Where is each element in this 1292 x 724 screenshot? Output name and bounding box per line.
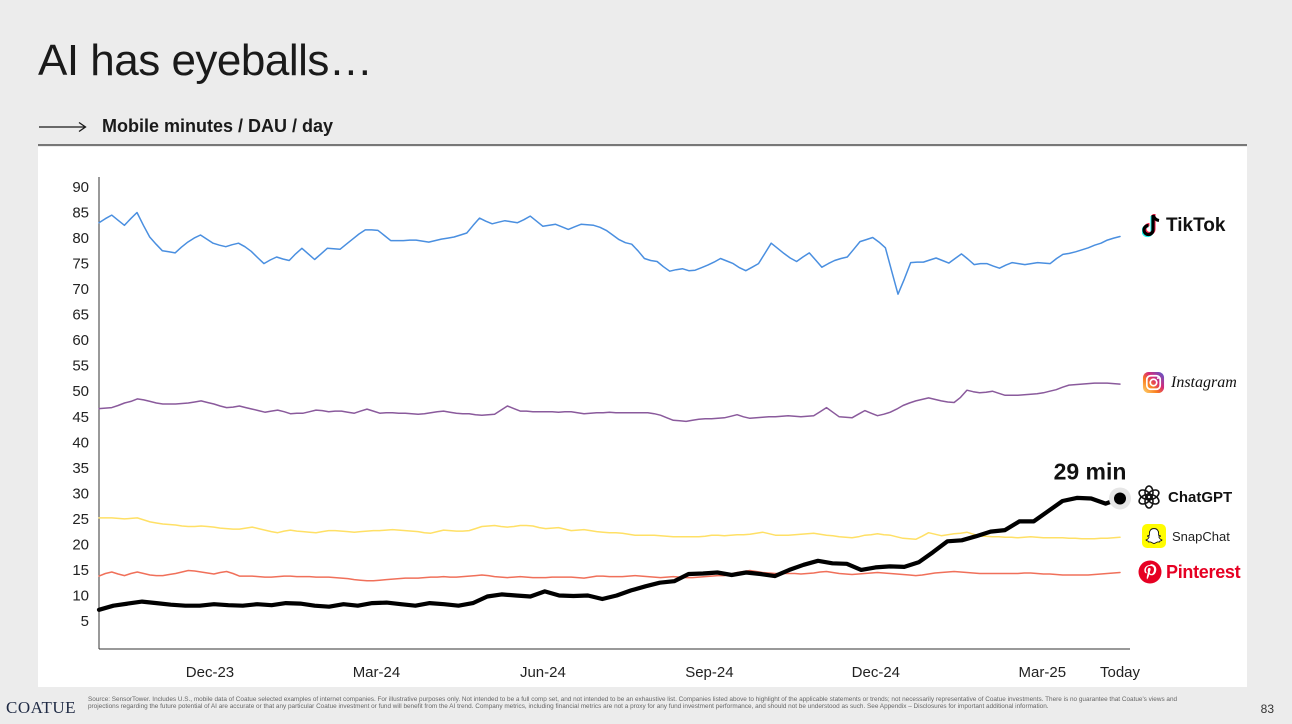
- series-line-snapchat: [98, 517, 1121, 541]
- y-tick-label: 40: [72, 434, 89, 451]
- coatue-logo: COATUE: [6, 698, 77, 717]
- chart-subtitle: Mobile minutes / DAU / day: [102, 116, 334, 136]
- x-tick-label: Mar-24: [353, 664, 401, 681]
- page-number: 83: [1260, 702, 1274, 716]
- legend-snapchat-label: SnapChat: [1172, 528, 1230, 544]
- legend-snapchat: SnapChat: [1142, 524, 1230, 548]
- title-divider: [38, 144, 1247, 146]
- instagram-logo-icon: [1142, 371, 1165, 394]
- slide-title: AI has eyeballs…: [38, 36, 373, 85]
- x-tick-label: Jun-24: [520, 664, 566, 681]
- legend-tiktok: TikTok: [1142, 213, 1225, 239]
- legend-tiktok-label: TikTok: [1166, 215, 1226, 236]
- y-tick-label: 30: [72, 485, 89, 502]
- source-footnote: Source: SensorTower. Includes U.S., mobi…: [88, 696, 1178, 711]
- x-tick-label: Dec-24: [852, 664, 900, 681]
- x-tick-label: Sep-24: [685, 664, 733, 681]
- y-tick-label: 65: [72, 307, 89, 324]
- pinterest-logo-icon: [1138, 560, 1162, 584]
- legend-pinterest-label: Pinterest: [1166, 561, 1241, 582]
- y-tick-label: 70: [72, 281, 89, 298]
- x-tick-label: Today: [1100, 664, 1141, 681]
- chatgpt-end-marker: [1114, 492, 1126, 505]
- snapchat-logo-icon: [1142, 524, 1166, 548]
- y-tick-label: 20: [72, 536, 89, 553]
- y-tick-label: 85: [72, 205, 89, 222]
- y-tick-label: 60: [72, 332, 89, 349]
- y-tick-label: 90: [72, 179, 89, 196]
- series-line-pinterest: [98, 569, 1121, 582]
- x-tick-label: Mar-25: [1019, 664, 1067, 681]
- x-tick-label: Dec-23: [186, 664, 234, 681]
- series-line-instagram: [98, 382, 1121, 423]
- arrow-right-icon: [39, 121, 87, 132]
- y-tick-label: 15: [72, 562, 89, 579]
- legend-pinterest: Pinterest: [1138, 560, 1241, 584]
- y-tick-label: 35: [72, 460, 89, 477]
- y-tick-label: 80: [72, 230, 89, 247]
- chatgpt-logo-icon: [1138, 485, 1160, 509]
- legend-chatgpt: ChatGPT: [1136, 484, 1232, 510]
- line-chart: 5 10 15 20 25 30 35 40 45 50 55 60 65 70 75 80 85 90 Dec-2…: [72, 177, 1141, 681]
- y-tick-label: 10: [72, 587, 89, 604]
- y-tick-label: 75: [72, 256, 89, 273]
- y-tick-label: 55: [72, 358, 89, 375]
- chart-panel: 5 10 15 20 25 30 35 40 45 50 55 60 65 70 75 80 85 90 Dec-2…: [38, 147, 1247, 687]
- y-tick-label: 25: [72, 511, 89, 528]
- chart-subtitle-row: Mobile minutes / DAU / day: [38, 116, 333, 137]
- y-tick-label: 50: [72, 383, 89, 400]
- chatgpt-annotation: 29 min: [1054, 458, 1127, 484]
- series-line-tiktok: [98, 211, 1121, 295]
- legend-instagram-label: Instagram: [1171, 373, 1237, 391]
- y-tick-label: 45: [72, 409, 89, 426]
- series-line-chatgpt: [96, 495, 1123, 612]
- tiktok-logo-icon: [1142, 214, 1160, 238]
- legend-instagram: Instagram: [1142, 371, 1237, 394]
- legend-chatgpt-label: ChatGPT: [1168, 488, 1233, 506]
- y-tick-label: 5: [81, 613, 89, 630]
